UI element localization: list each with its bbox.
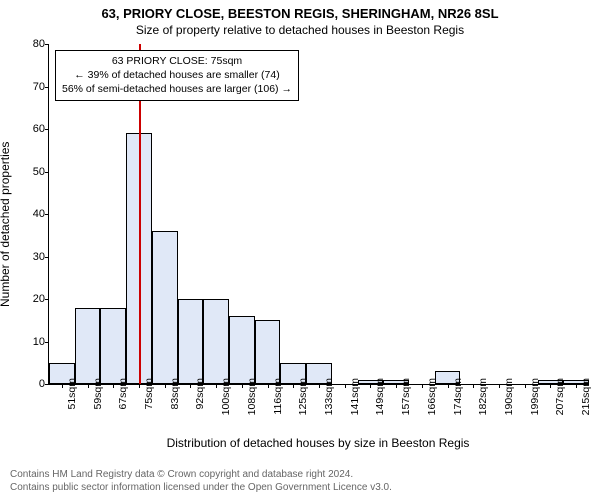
- x-tick-mark: [165, 384, 166, 388]
- y-tick-label: 40: [17, 208, 45, 220]
- x-tick-label: 59sqm: [92, 378, 104, 410]
- x-tick-label: 207sqm: [554, 378, 566, 415]
- y-tick-label: 50: [17, 166, 45, 178]
- y-tick-mark: [45, 299, 49, 300]
- x-tick-mark: [550, 384, 551, 388]
- x-tick-label: 190sqm: [503, 378, 515, 415]
- x-tick-mark: [62, 384, 63, 388]
- x-tick-mark: [370, 384, 371, 388]
- y-tick-label: 60: [17, 123, 45, 135]
- y-tick-label: 20: [17, 293, 45, 305]
- y-axis-label: Number of detached properties: [0, 44, 12, 404]
- x-tick-mark: [319, 384, 320, 388]
- x-tick-mark: [113, 384, 114, 388]
- annotation-line: 63 PRIORY CLOSE: 75sqm: [62, 54, 292, 68]
- x-tick-label: 166sqm: [426, 378, 438, 415]
- y-tick-mark: [45, 172, 49, 173]
- x-axis-label: Distribution of detached houses by size …: [48, 436, 588, 450]
- y-tick-mark: [45, 129, 49, 130]
- x-tick-label: 75sqm: [143, 378, 155, 410]
- x-tick-mark: [448, 384, 449, 388]
- histogram-bar: [100, 308, 126, 385]
- x-tick-label: 174sqm: [452, 378, 464, 415]
- histogram-bar: [152, 231, 178, 384]
- x-tick-mark: [268, 384, 269, 388]
- histogram-bar: [229, 316, 255, 384]
- y-tick-label: 30: [17, 251, 45, 263]
- chart-wrap: 0102030405060708051sqm59sqm67sqm75sqm83s…: [48, 44, 588, 404]
- x-tick-mark: [88, 384, 89, 388]
- y-tick-mark: [45, 87, 49, 88]
- x-tick-mark: [576, 384, 577, 388]
- x-tick-label: 215sqm: [580, 378, 592, 415]
- x-tick-label: 83sqm: [169, 378, 181, 410]
- annotation-line: 56% of semi-detached houses are larger (…: [62, 82, 292, 96]
- y-tick-mark: [45, 257, 49, 258]
- footer-line-1: Contains HM Land Registry data © Crown c…: [10, 468, 392, 481]
- x-tick-label: 149sqm: [374, 378, 386, 415]
- annotation-box: 63 PRIORY CLOSE: 75sqm← 39% of detached …: [55, 50, 299, 101]
- x-tick-label: 182sqm: [477, 378, 489, 415]
- x-tick-mark: [499, 384, 500, 388]
- y-tick-mark: [45, 214, 49, 215]
- x-tick-label: 108sqm: [246, 378, 258, 415]
- page-subtitle: Size of property relative to detached ho…: [0, 21, 600, 37]
- x-tick-label: 67sqm: [117, 378, 129, 410]
- x-tick-label: 92sqm: [194, 378, 206, 410]
- x-tick-label: 125sqm: [297, 378, 309, 415]
- x-tick-label: 100sqm: [220, 378, 232, 415]
- x-tick-mark: [190, 384, 191, 388]
- x-tick-label: 157sqm: [400, 378, 412, 415]
- y-tick-label: 0: [17, 378, 45, 390]
- plot-area: 0102030405060708051sqm59sqm67sqm75sqm83s…: [48, 44, 589, 385]
- page-title: 63, PRIORY CLOSE, BEESTON REGIS, SHERING…: [0, 0, 600, 21]
- footer-attribution: Contains HM Land Registry data © Crown c…: [10, 468, 392, 494]
- annotation-line: ← 39% of detached houses are smaller (74…: [62, 68, 292, 82]
- footer-line-2: Contains public sector information licen…: [10, 481, 392, 494]
- y-tick-label: 80: [17, 38, 45, 50]
- x-tick-mark: [293, 384, 294, 388]
- histogram-bar: [203, 299, 229, 384]
- x-tick-mark: [396, 384, 397, 388]
- x-tick-mark: [473, 384, 474, 388]
- histogram-bar: [255, 320, 281, 384]
- x-tick-label: 133sqm: [323, 378, 335, 415]
- histogram-bar: [178, 299, 204, 384]
- x-tick-mark: [139, 384, 140, 388]
- x-tick-mark: [422, 384, 423, 388]
- x-tick-mark: [242, 384, 243, 388]
- x-tick-label: 199sqm: [529, 378, 541, 415]
- y-tick-mark: [45, 44, 49, 45]
- chart-container: 63, PRIORY CLOSE, BEESTON REGIS, SHERING…: [0, 0, 600, 500]
- y-tick-mark: [45, 342, 49, 343]
- x-tick-label: 116sqm: [272, 378, 284, 415]
- y-tick-label: 70: [17, 81, 45, 93]
- x-tick-label: 141sqm: [349, 378, 361, 415]
- x-tick-mark: [216, 384, 217, 388]
- x-tick-mark: [525, 384, 526, 388]
- y-tick-label: 10: [17, 336, 45, 348]
- x-tick-label: 51sqm: [66, 378, 78, 410]
- histogram-bar: [75, 308, 101, 385]
- y-tick-mark: [45, 384, 49, 385]
- x-tick-mark: [345, 384, 346, 388]
